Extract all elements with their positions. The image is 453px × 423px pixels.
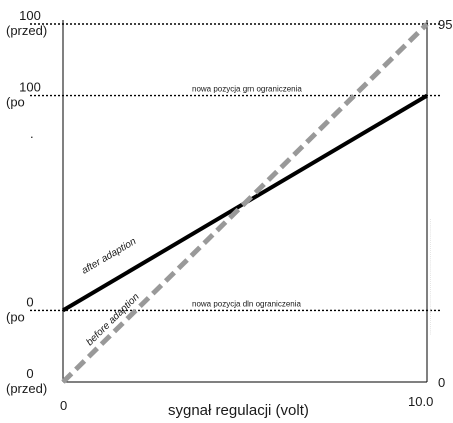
series-label-before: before adaption [84,291,142,348]
x-tick-label-max: 10.0 [408,394,433,409]
right-tick-label: 0 [438,375,445,390]
left-value-label: 100 [19,8,41,23]
limit-line-label: nowa pozycja grn ograniczenia [192,85,302,94]
right-tick-label: 95 [438,17,452,32]
series-line-before [61,22,429,384]
right-faint-text: ........................................… [426,218,433,335]
x-tick-label-min: 0 [60,398,67,413]
x-axis-title: sygnał regulacji (volt) [168,402,309,419]
left-sub-label: (po [6,309,25,324]
left-dot: . [30,126,34,141]
left-sub-label: (przed) [6,381,47,396]
left-value-label: 0 [26,294,33,309]
left-sub-label: (po [6,95,25,110]
limit-line-label: nowa pozycja dln ograniczenia [192,299,302,308]
left-value-label: 100 [19,80,41,95]
left-sub-label: (przed) [6,23,47,38]
left-value-label: 0 [26,366,33,381]
